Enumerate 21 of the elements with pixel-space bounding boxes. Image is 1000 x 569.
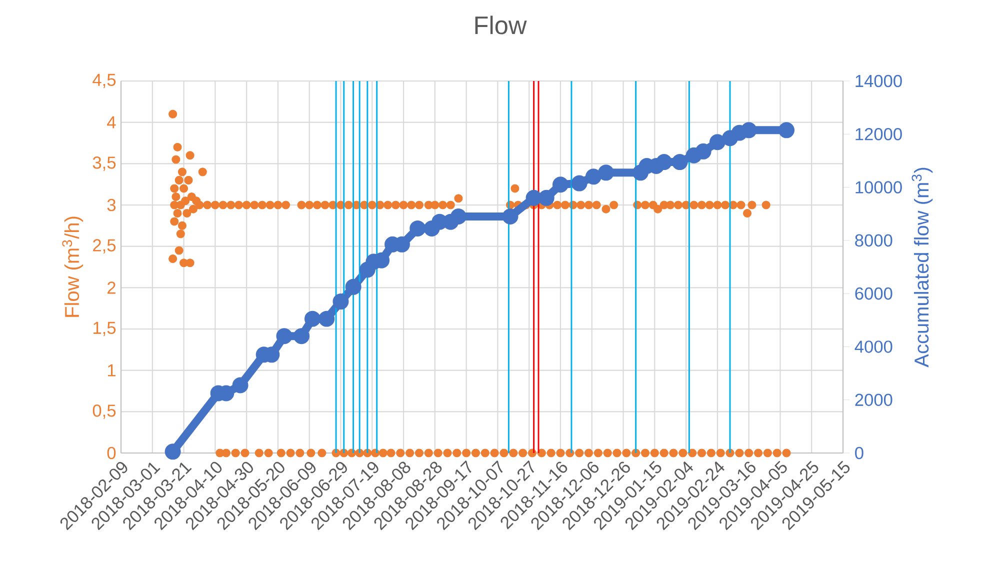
y-tick-label: 1 [108, 364, 116, 376]
y2-tick-label: 12000 [856, 128, 902, 140]
y-axis-title: Flow (m$^{3}$/h) [62, 216, 84, 317]
y-tick-label: 3,5 [92, 156, 116, 171]
y2-tick-label: 10000 [856, 181, 902, 194]
y2-tick-label: 6000 [855, 287, 892, 300]
y-tick-label: 4,5 [92, 74, 116, 88]
y-tick-label: 2 [108, 282, 116, 294]
y2-tick-label: 4000 [854, 340, 892, 353]
y2-tick-label: 2000 [855, 394, 892, 406]
y-tick-label: 0 [107, 446, 116, 460]
chart-title: Flow [475, 16, 527, 34]
y-tick-label: 0,5 [92, 404, 116, 419]
y-tick-label: 3 [107, 198, 116, 212]
y2-axis-title: Accumulated flow (m$^{3}$) [912, 168, 933, 368]
y2-tick-label: 0 [855, 446, 864, 460]
y-tick-label: 4 [107, 116, 116, 128]
y-tick-label: 1,5 [94, 322, 116, 336]
y2-tick-label: 8000 [855, 234, 892, 247]
y2-tick-label: 14000 [856, 74, 902, 88]
y-tick-label: 2,5 [93, 239, 116, 254]
